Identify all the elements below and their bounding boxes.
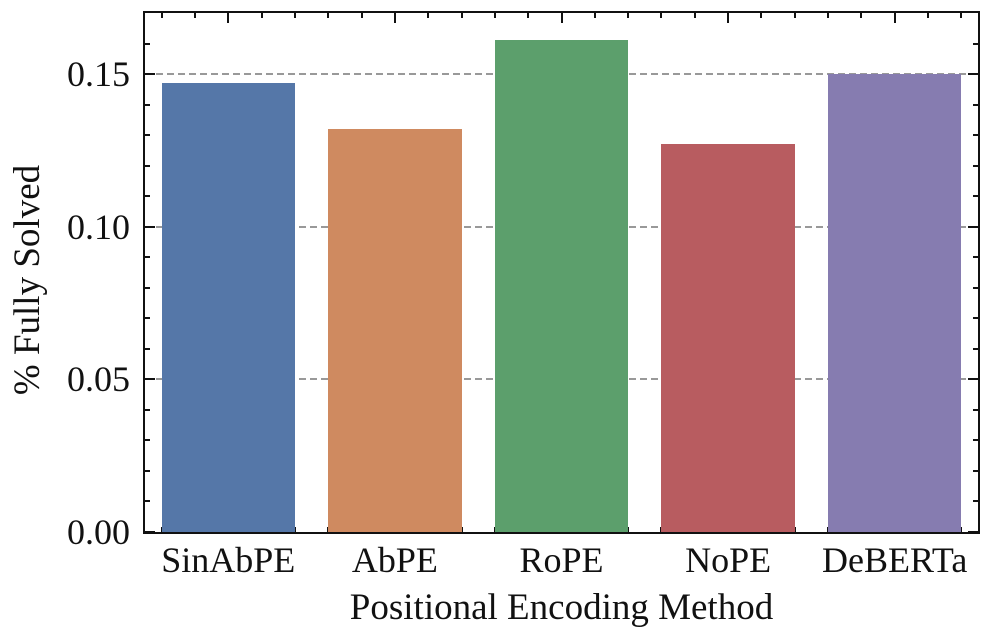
y-minor-tick-right xyxy=(973,103,978,106)
x-minor-tick-bottom xyxy=(293,527,296,532)
y-minor-tick-left xyxy=(145,500,150,503)
x-minor-tick-bottom xyxy=(960,527,963,532)
y-minor-tick-left xyxy=(145,317,150,320)
x-minor-tick-top xyxy=(927,13,930,18)
x-minor-tick-top xyxy=(760,13,763,18)
x-minor-tick-top xyxy=(160,13,163,18)
y-tick-label: 0.10 xyxy=(67,206,130,247)
x-minor-tick-top xyxy=(193,13,196,18)
bar-NoPE xyxy=(661,144,795,532)
x-minor-tick-bottom xyxy=(460,527,463,532)
x-minor-tick-top xyxy=(460,13,463,18)
y-major-tick-left xyxy=(145,225,155,228)
x-minor-tick-top xyxy=(593,13,596,18)
y-minor-tick-left xyxy=(145,42,150,45)
y-minor-tick-right xyxy=(973,500,978,503)
x-minor-tick-top xyxy=(660,13,663,18)
y-tick-label: 0.05 xyxy=(67,359,130,400)
y-minor-tick-left xyxy=(145,469,150,472)
y-minor-tick-left xyxy=(145,134,150,137)
x-minor-tick-top xyxy=(493,13,496,18)
y-major-tick-right xyxy=(968,378,978,381)
x-major-tick-top xyxy=(393,13,396,23)
y-minor-tick-right xyxy=(973,347,978,350)
y-tick-label: 0.15 xyxy=(67,54,130,95)
x-minor-tick-top xyxy=(827,13,830,18)
bar-DeBERTa xyxy=(828,74,962,532)
y-major-tick-left xyxy=(145,73,155,76)
y-minor-tick-right xyxy=(973,164,978,167)
y-minor-tick-left xyxy=(145,195,150,198)
x-minor-tick-top xyxy=(393,13,396,18)
y-minor-tick-right xyxy=(973,469,978,472)
x-major-tick-top xyxy=(893,13,896,23)
x-category-label-RoPE: RoPE xyxy=(519,540,604,580)
y-minor-tick-left xyxy=(145,286,150,289)
y-major-tick-left xyxy=(145,378,155,381)
x-category-label-NoPE: NoPE xyxy=(685,540,772,580)
x-minor-tick-top xyxy=(360,13,363,18)
y-major-tick-left xyxy=(145,531,155,533)
bar-SinAbPE xyxy=(161,83,295,532)
plot-area xyxy=(145,13,978,533)
y-minor-tick-right xyxy=(973,256,978,259)
x-minor-tick-bottom xyxy=(627,527,630,532)
y-minor-tick-right xyxy=(973,317,978,320)
y-major-tick-right xyxy=(968,225,978,228)
y-tick-label: 0.00 xyxy=(67,512,130,552)
y-minor-tick-left xyxy=(145,256,150,259)
x-minor-tick-top xyxy=(527,13,530,18)
x-minor-tick-top xyxy=(260,13,263,18)
y-minor-tick-left xyxy=(145,103,150,106)
y-minor-tick-left xyxy=(145,347,150,350)
y-minor-tick-right xyxy=(973,134,978,137)
x-minor-tick-top xyxy=(627,13,630,18)
x-category-label-AbPE: AbPE xyxy=(351,540,438,580)
x-major-tick-top xyxy=(560,13,563,23)
y-minor-tick-right xyxy=(973,195,978,198)
y-minor-tick-left xyxy=(145,164,150,167)
x-axis-label: Positional Encoding Method xyxy=(349,587,774,628)
y-minor-tick-left xyxy=(145,408,150,411)
x-major-tick-top xyxy=(227,13,230,23)
y-minor-tick-right xyxy=(973,439,978,442)
x-category-label-SinAbPE: SinAbPE xyxy=(161,540,296,580)
bar-AbPE xyxy=(328,129,462,532)
x-minor-tick-bottom xyxy=(793,527,796,532)
x-minor-tick-top xyxy=(960,13,963,18)
x-minor-tick-top xyxy=(860,13,863,18)
x-category-label-DeBERTa: DeBERTa xyxy=(822,540,968,580)
x-minor-tick-top xyxy=(693,13,696,18)
y-minor-tick-right xyxy=(973,408,978,411)
plot-frame xyxy=(143,11,980,534)
x-minor-tick-top xyxy=(427,13,430,18)
y-minor-tick-right xyxy=(973,42,978,45)
bar-RoPE xyxy=(494,40,629,532)
y-major-tick-right xyxy=(968,531,978,533)
y-major-tick-right xyxy=(968,73,978,76)
x-minor-tick-top xyxy=(327,13,330,18)
y-minor-tick-left xyxy=(145,439,150,442)
y-minor-tick-right xyxy=(973,286,978,289)
x-major-tick-top xyxy=(727,13,730,23)
x-minor-tick-top xyxy=(293,13,296,18)
x-minor-tick-top xyxy=(793,13,796,18)
